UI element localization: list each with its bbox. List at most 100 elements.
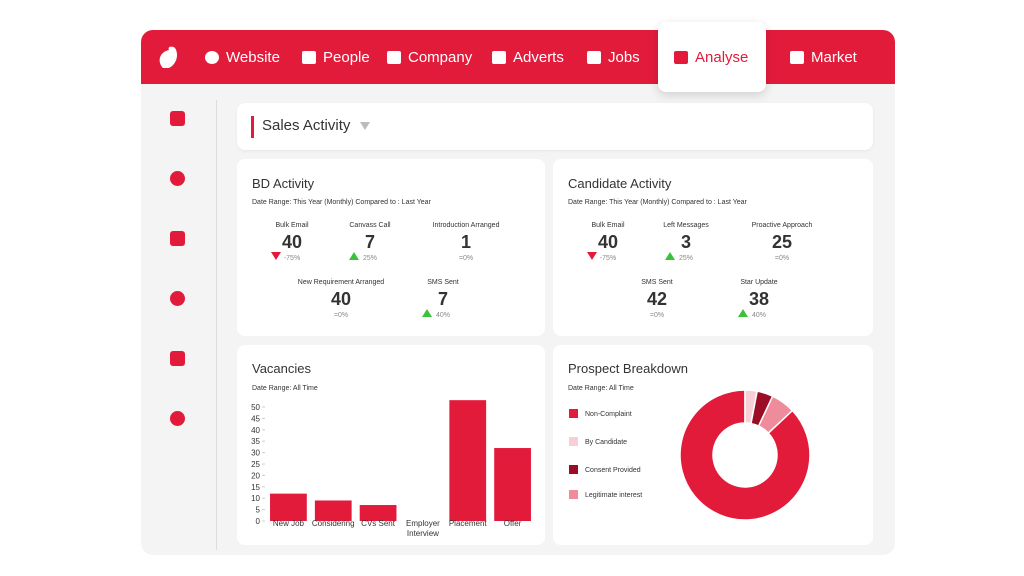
metric-panel: BD Activity Date Range: This Year (Monthl… bbox=[237, 159, 545, 336]
metric-value: 7 bbox=[437, 289, 448, 309]
sidebar-icon[interactable] bbox=[170, 351, 185, 366]
legend-swatch bbox=[569, 490, 578, 499]
panel-title: Candidate Activity bbox=[568, 176, 672, 191]
nav-icon bbox=[302, 51, 316, 64]
metric-label: Canvass Call bbox=[349, 222, 391, 229]
logo bbox=[159, 46, 177, 68]
trend-arrow bbox=[738, 309, 748, 317]
y-tick-label: 50 bbox=[251, 403, 260, 412]
legend-swatch bbox=[569, 465, 578, 474]
metric-change: 40% bbox=[435, 312, 450, 319]
nav-item[interactable]: Analyse bbox=[695, 49, 749, 66]
y-tick-label: 30 bbox=[251, 449, 260, 458]
legend-label: Legitimate interest bbox=[585, 492, 642, 499]
x-tick-label: Considering bbox=[312, 519, 355, 528]
bar bbox=[270, 493, 307, 521]
header-title[interactable]: Sales Activity bbox=[262, 117, 351, 134]
x-tick-label: Employer Interview bbox=[406, 519, 440, 538]
nav-icon bbox=[587, 51, 601, 64]
metric-value: 7 bbox=[364, 232, 375, 252]
legend-label: Consent Provided bbox=[585, 467, 641, 474]
metric-value: 40 bbox=[330, 289, 352, 309]
metric-change: -75% bbox=[283, 255, 301, 262]
metric-label: New Requirement Arranged bbox=[297, 279, 385, 286]
metric-change: -75% bbox=[599, 255, 617, 262]
bar bbox=[314, 500, 352, 521]
bar bbox=[359, 505, 397, 521]
metric-label: Introduction Arranged bbox=[432, 222, 500, 229]
metric-value: 25 bbox=[771, 232, 793, 252]
nav-icon bbox=[674, 51, 688, 64]
nav-icon bbox=[492, 51, 506, 64]
trend-arrow bbox=[349, 252, 359, 260]
bar bbox=[449, 400, 487, 521]
metric-panel: Candidate Activity Date Range: This Year … bbox=[553, 159, 873, 336]
metric-value: 1 bbox=[460, 232, 471, 252]
date-range: Date Range: This Year (Monthly) Compared… bbox=[252, 199, 431, 206]
metric-value: 42 bbox=[646, 289, 668, 309]
header-panel: Sales Activity bbox=[237, 103, 873, 150]
dropdown-arrow[interactable] bbox=[360, 122, 370, 130]
trend-arrow bbox=[422, 309, 432, 317]
metric-label: Left Messages bbox=[663, 222, 709, 229]
nav-icon bbox=[387, 51, 401, 64]
legend-label: By Candidate bbox=[585, 439, 627, 446]
nav-item[interactable]: Company bbox=[408, 49, 473, 66]
trend-arrow bbox=[587, 252, 597, 260]
sidebar-divider bbox=[216, 100, 217, 550]
nav-item[interactable]: Adverts bbox=[513, 49, 564, 66]
y-tick-label: 25 bbox=[251, 460, 260, 469]
date-range: Date Range: This Year (Monthly) Compared… bbox=[568, 199, 747, 206]
y-tick-label: 45 bbox=[251, 414, 260, 423]
metric-change: =0% bbox=[333, 312, 349, 319]
nav-item[interactable]: People bbox=[323, 49, 370, 66]
metric-label: SMS Sent bbox=[427, 279, 459, 286]
sidebar-icon[interactable] bbox=[170, 231, 185, 246]
nav-icon bbox=[790, 51, 804, 64]
metric-value: 38 bbox=[748, 289, 770, 309]
metric-change: =0% bbox=[774, 255, 790, 262]
pie-slice bbox=[679, 389, 811, 521]
legend-swatch bbox=[569, 437, 578, 446]
bar bbox=[494, 448, 531, 521]
y-tick-label: 15 bbox=[251, 483, 260, 492]
y-tick-label: 10 bbox=[251, 494, 260, 503]
metric-label: Star Update bbox=[740, 279, 778, 286]
y-tick-label: 5 bbox=[256, 506, 261, 515]
sidebar-icon[interactable] bbox=[170, 171, 185, 186]
x-tick-label: New Job bbox=[273, 519, 305, 528]
sidebar-icon[interactable] bbox=[170, 111, 185, 126]
nav-item[interactable]: Market bbox=[811, 49, 857, 66]
nav-item[interactable]: Website bbox=[226, 49, 280, 66]
legend-label: Non-Complaint bbox=[585, 411, 632, 418]
nav-bar bbox=[141, 30, 895, 84]
chart-title: Prospect Breakdown bbox=[568, 361, 688, 376]
metric-value: 40 bbox=[597, 232, 619, 252]
y-tick-label: 40 bbox=[251, 426, 260, 435]
header-accent bbox=[251, 116, 254, 138]
x-tick-label: CVs Sent bbox=[361, 519, 396, 528]
sidebar-icon[interactable] bbox=[170, 411, 185, 426]
metric-label: Bulk Email bbox=[275, 222, 309, 229]
metric-label: Bulk Email bbox=[591, 222, 625, 229]
pie-slice bbox=[757, 395, 794, 435]
y-tick-label: 20 bbox=[251, 471, 260, 480]
sidebar-icon[interactable] bbox=[170, 291, 185, 306]
trend-arrow bbox=[271, 252, 281, 260]
chart-subtitle: Date Range: All Time bbox=[252, 385, 318, 392]
metric-label: SMS Sent bbox=[641, 279, 673, 286]
chart-subtitle: Date Range: All Time bbox=[568, 385, 634, 392]
metric-label: Proactive Approach bbox=[751, 222, 813, 229]
metric-change: 40% bbox=[751, 312, 766, 319]
metric-change: 25% bbox=[362, 255, 377, 262]
y-tick-label: 35 bbox=[251, 437, 260, 446]
metric-value: 3 bbox=[680, 232, 691, 252]
x-tick-label: Offer bbox=[504, 519, 522, 528]
legend-swatch bbox=[569, 409, 578, 418]
nav-item[interactable]: Jobs bbox=[608, 49, 640, 66]
x-tick-label: Placement bbox=[449, 519, 488, 528]
trend-arrow bbox=[665, 252, 675, 260]
panel-title: BD Activity bbox=[252, 176, 315, 191]
